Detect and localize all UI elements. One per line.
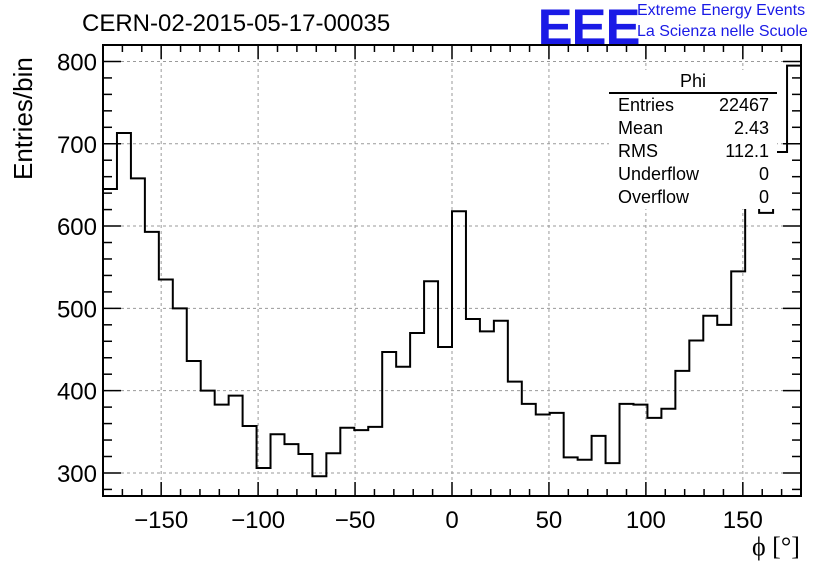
x-tick-label: 0 (445, 507, 458, 534)
stats-title: Phi (609, 70, 777, 94)
x-tick-label: −150 (134, 507, 188, 534)
histogram-series (103, 64, 801, 478)
stats-row-mean: Mean 2.43 (609, 117, 777, 140)
x-tick-label: 150 (723, 507, 763, 534)
x-tick-label: −100 (231, 507, 285, 534)
x-tick-label: 100 (626, 507, 666, 534)
y-tick-label: 500 (57, 296, 97, 323)
stats-value: 22467 (718, 95, 769, 115)
stats-value: 0 (758, 187, 769, 207)
x-axis-label: ϕ [°] (752, 532, 800, 561)
stats-label: Overflow (618, 187, 690, 207)
tick-labels: −150 −100 −50 0 50 100 150 300 400 500 600 700 800 (57, 49, 763, 534)
chart-title: CERN-02-2015-05-17-00035 (82, 10, 391, 37)
stats-row-overflow: Overflow 0 (609, 186, 777, 209)
y-tick-label: 400 (57, 379, 97, 406)
x-tick-label: 50 (536, 507, 563, 534)
stats-value: 112.1 (725, 141, 769, 161)
axes (102, 44, 802, 497)
x-tick-label: −50 (335, 507, 376, 534)
stats-row-rms: RMS 112.1 (609, 140, 777, 163)
stats-label: Underflow (618, 164, 700, 184)
y-axis-label: Entries/bin (8, 57, 38, 180)
stats-box: Phi Entries 22467 Mean 2.43 RMS 112.1 Un… (609, 70, 777, 209)
stats-label: Mean (618, 118, 664, 138)
y-tick-label: 800 (57, 49, 97, 76)
stats-row-entries: Entries 22467 (609, 94, 777, 117)
logo-text-line1: Extreme Energy Events (637, 2, 806, 19)
eee-logo: EEE (537, 0, 641, 55)
stats-value: 0 (758, 164, 769, 184)
stats-label: Entries (618, 95, 675, 115)
y-tick-label: 700 (57, 132, 97, 159)
stats-value: 2.43 (733, 118, 769, 138)
y-tick-label: 300 (57, 461, 97, 488)
y-tick-label: 600 (57, 214, 97, 241)
histogram-line (103, 64, 801, 478)
stats-row-underflow: Underflow 0 (609, 163, 777, 186)
stats-label: RMS (618, 141, 658, 161)
logo-text-line2: La Scienza nelle Scuole (637, 23, 808, 40)
